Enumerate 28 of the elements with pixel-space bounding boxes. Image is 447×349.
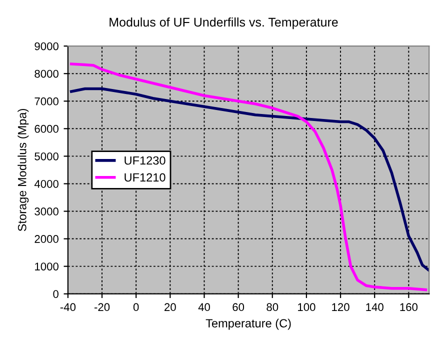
line-series	[70, 62, 428, 292]
legend-label: UF1230	[124, 156, 166, 165]
x-tick-label: 140	[366, 303, 384, 312]
y-tick-label: 7000	[34, 97, 58, 106]
y-tick-label: 5000	[34, 152, 58, 160]
y-tick-label: 9000	[34, 42, 58, 50]
x-tick-label: 60	[232, 303, 244, 312]
y-tick-label: 1000	[35, 262, 58, 270]
y-axis-title: Storage Modulus (Mpa)	[18, 109, 29, 232]
x-tick-label: -20	[94, 303, 110, 312]
y-tick-label: 3000	[34, 208, 58, 216]
x-tick-label: 40	[198, 303, 210, 312]
y-tick-label: 0	[53, 290, 58, 298]
x-tick-label: -40	[60, 303, 76, 312]
y-tick-label: 2000	[34, 235, 58, 243]
x-tick-label: 0	[133, 303, 139, 312]
x-tick-label: 160	[400, 303, 418, 312]
x-tick-label: 20	[164, 303, 176, 312]
y-tick-label: 4000	[34, 180, 58, 188]
x-tick-label: 80	[266, 303, 278, 312]
legend-label: UF1210	[124, 173, 166, 182]
x-tick-label: 100	[298, 303, 316, 312]
x-tick-label: 120	[332, 303, 350, 312]
line-series	[70, 87, 430, 272]
y-tick-label: 6000	[34, 124, 58, 133]
chart-title: Modulus of UF Underfills vs. Temperature	[110, 17, 338, 30]
y-tick-label: 8000	[34, 70, 58, 78]
x-axis-title: Temperature (C)	[206, 318, 291, 330]
